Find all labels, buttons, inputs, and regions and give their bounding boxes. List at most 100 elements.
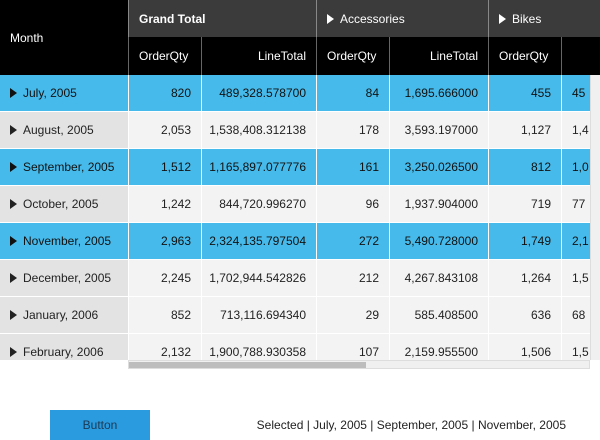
data-cell: 96 [316,186,389,223]
expand-arrow[interactable] [10,273,17,283]
data-cell: 2,963 [128,223,201,260]
cell-text: 45 [572,86,586,100]
expand-arrow[interactable] [327,13,334,24]
data-cell: 1,165,897.077776 [201,149,316,186]
cell-text: 3,593.197000 [404,123,478,137]
scroll-thumb[interactable] [129,362,366,368]
data-cell: 1,506 [488,334,561,360]
data-cell: 1,242 [128,186,201,223]
row-header-cell[interactable]: November, 2005 [0,223,128,260]
cell-text: LineTotal [429,49,478,63]
cell-text: 2,963 [160,234,191,248]
cell-text: 1,512 [160,160,191,174]
data-cell: 489,328.578700 [201,75,316,112]
cell-text: 1,264 [520,271,551,285]
cell-text: 5,490.728000 [404,234,478,248]
cell-text: February, 2006 [23,345,104,359]
expand-arrow[interactable] [499,13,506,24]
data-cell: 713,116.694340 [201,297,316,334]
row-header-cell[interactable]: February, 2006 [0,334,128,360]
cell-text: 1,165,897.077776 [209,160,306,174]
data-cell: 2,053 [128,112,201,149]
cell-text: 844,720.996270 [219,197,306,211]
button[interactable]: Button [50,410,150,440]
expand-arrow[interactable] [10,199,17,209]
cell-text: OrderQty [499,49,549,63]
cell-text: Accessories [340,11,405,26]
data-cell: 4,267.843108 [389,260,488,297]
cell-text: 812 [530,160,551,174]
cell-text: 636 [530,308,551,322]
expand-arrow[interactable] [10,88,17,98]
cell-text: 68 [572,308,586,322]
cell-text: 96 [365,197,379,211]
cell-text: 1,5 [572,345,589,359]
column-header: OrderQty [488,37,561,75]
expand-arrow[interactable] [10,162,17,172]
row-header-cell[interactable]: September, 2005 [0,149,128,186]
vertical-scrollbar[interactable] [590,75,600,360]
data-cell: 585.408500 [389,297,488,334]
data-cell: 1,695.666000 [389,75,488,112]
column-group-header[interactable]: Accessories [316,0,488,37]
data-cell: 1,512 [128,149,201,186]
expand-arrow[interactable] [10,125,17,135]
cell-text: 2,159.955500 [404,345,478,359]
data-cell: 107 [316,334,389,360]
data-cell: 2,245 [128,260,201,297]
horizontal-scrollbar[interactable] [128,360,590,369]
cell-text: 161 [358,160,379,174]
row-header-cell[interactable]: July, 2005 [0,75,128,112]
cell-text: 2,1 [572,234,589,248]
data-cell: 455 [488,75,561,112]
cell-text: 2,324,135.797504 [209,234,306,248]
cell-text: 3,250.026500 [404,160,478,174]
cell-text: 1,0 [572,160,589,174]
expand-arrow[interactable] [10,236,17,246]
cell-text: August, 2005 [23,123,94,137]
data-cell: 161 [316,149,389,186]
cell-text: 29 [365,308,379,322]
data-cell: 1,264 [488,260,561,297]
data-cell: 178 [316,112,389,149]
row-header-cell[interactable]: December, 2005 [0,260,128,297]
data-cell: 636 [488,297,561,334]
row-header-cell[interactable]: August, 2005 [0,112,128,149]
data-cell: 3,250.026500 [389,149,488,186]
data-cell: 84 [316,75,389,112]
cell-text: 852 [170,308,191,322]
cell-text: 1,702,944.542826 [209,271,306,285]
row-header-cell[interactable]: January, 2006 [0,297,128,334]
column-header: OrderQty [128,37,201,75]
data-cell: 852 [128,297,201,334]
data-cell: 2,324,135.797504 [201,223,316,260]
data-cell: 1,900,788.930358 [201,334,316,360]
cell-text: 1,749 [520,234,551,248]
row-header-cell[interactable]: October, 2005 [0,186,128,223]
cell-text: November, 2005 [23,234,112,248]
data-cell: 1,127 [488,112,561,149]
cell-text: January, 2006 [23,308,99,322]
data-cell: 272 [316,223,389,260]
cell-text: 719 [530,197,551,211]
column-header: LineTotal [389,37,488,75]
data-cell: 719 [488,186,561,223]
data-cell: 844,720.996270 [201,186,316,223]
cell-text: 1,5 [572,271,589,285]
cell-text: 2,053 [160,123,191,137]
cell-text: 1,900,788.930358 [209,345,306,359]
expand-arrow[interactable] [10,310,17,320]
column-group-header[interactable]: Bikes [488,0,600,37]
cell-text: 820 [170,86,191,100]
cell-text: 77 [572,197,586,211]
data-cell: 5,490.728000 [389,223,488,260]
column-group-header: Grand Total [128,0,316,37]
cell-text: October, 2005 [23,197,99,211]
expand-arrow[interactable] [10,347,17,357]
cell-text: 713,116.694340 [220,308,306,322]
data-cell: 820 [128,75,201,112]
cell-text: 4,267.843108 [404,271,478,285]
cell-text: LineTotal [257,49,306,63]
cell-text: 1,4 [572,123,589,137]
